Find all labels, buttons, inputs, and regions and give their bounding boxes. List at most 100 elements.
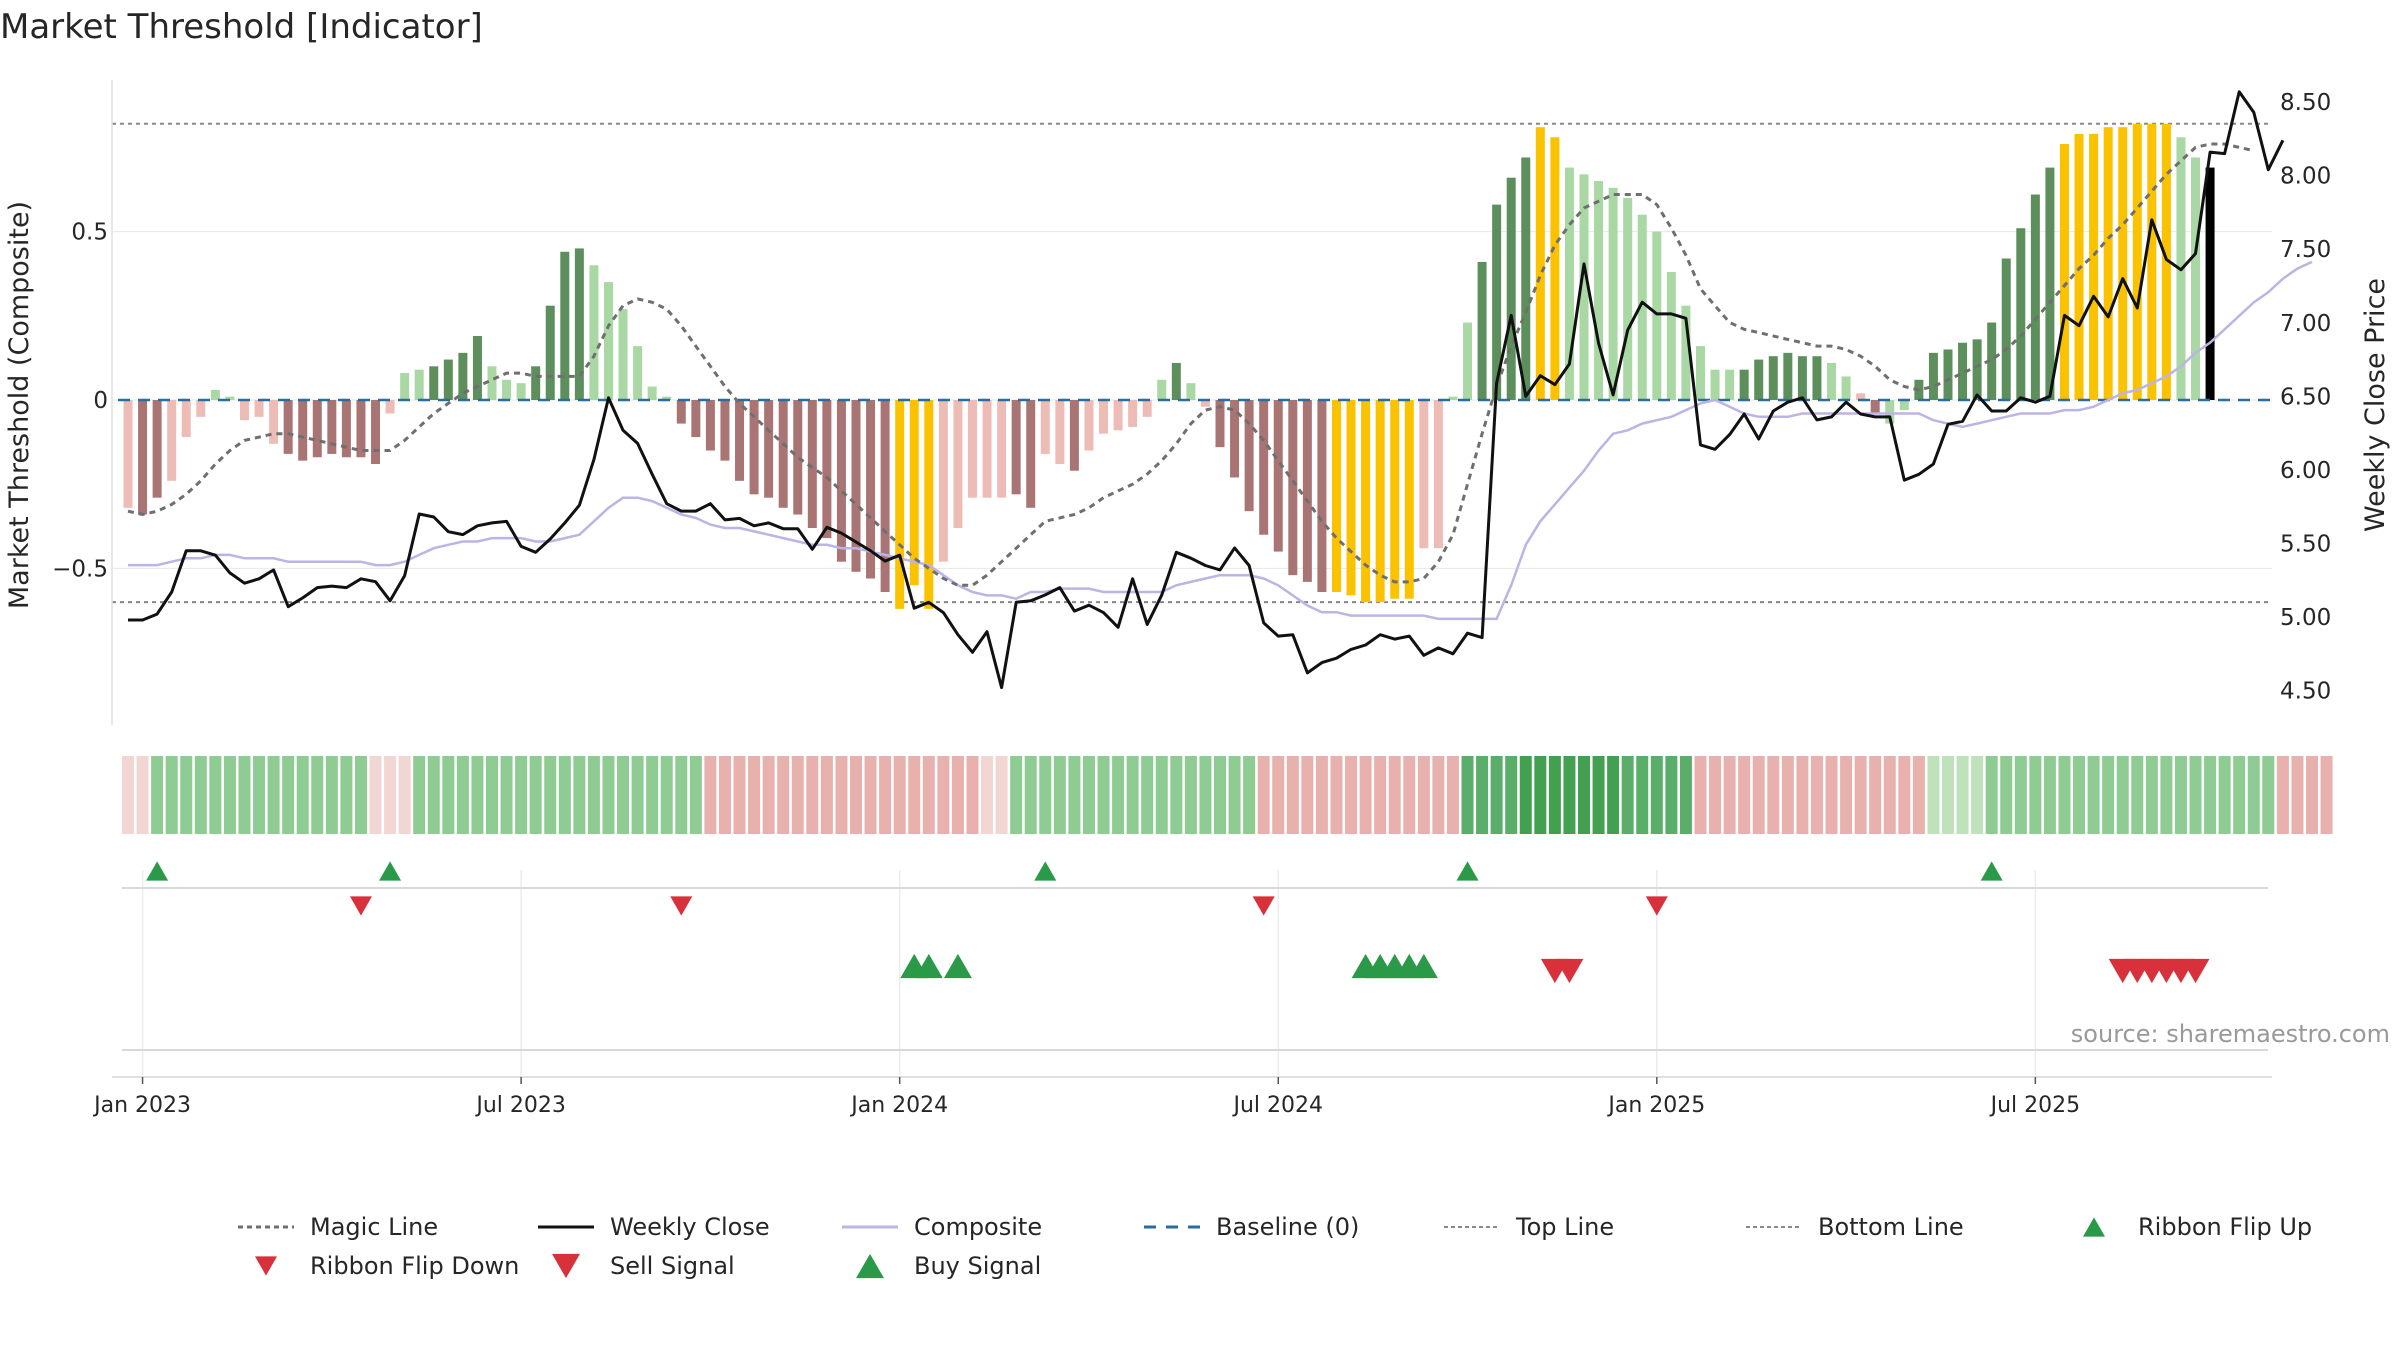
ribbon-cell bbox=[1199, 756, 1212, 834]
ribbon-cell bbox=[1869, 756, 1882, 834]
x-tick-label: Jul 2024 bbox=[1231, 1093, 1323, 1118]
composite-bar bbox=[1346, 400, 1356, 596]
y2-tick-label: 8.00 bbox=[2280, 164, 2331, 190]
composite-bar bbox=[1448, 396, 1458, 400]
composite-bar bbox=[778, 400, 788, 508]
ribbon-cell bbox=[2204, 756, 2217, 834]
ribbon-cell bbox=[2073, 756, 2086, 834]
composite-bar bbox=[1579, 174, 1589, 400]
y2-tick-label: 5.50 bbox=[2280, 531, 2331, 557]
composite-bar bbox=[1477, 261, 1487, 400]
ribbon-cell bbox=[777, 756, 790, 834]
ribbon-cell bbox=[1126, 756, 1139, 834]
ribbon-cell bbox=[1432, 756, 1445, 834]
ribbon-cell bbox=[748, 756, 761, 834]
weekly-close-line bbox=[128, 90, 2285, 690]
composite-bar bbox=[1171, 362, 1181, 400]
composite-bar bbox=[2059, 144, 2069, 400]
composite-bar bbox=[1564, 167, 1574, 400]
composite-bar bbox=[502, 379, 512, 400]
ribbon-cell bbox=[544, 756, 557, 834]
legend-label: Magic Line bbox=[310, 1213, 438, 1241]
composite-bar bbox=[2161, 123, 2171, 400]
composite-bar bbox=[2045, 167, 2055, 400]
ribbon-cell bbox=[850, 756, 862, 834]
ribbon-cell bbox=[2087, 756, 2100, 834]
composite-bar bbox=[312, 400, 322, 458]
composite-bar bbox=[691, 400, 701, 438]
ribbon-cell bbox=[1534, 756, 1547, 834]
x-tick-label: Jul 2025 bbox=[1989, 1093, 2081, 1118]
composite-bar bbox=[1608, 187, 1618, 400]
ribbon-cell bbox=[1548, 756, 1561, 834]
ribbon-cell bbox=[1374, 756, 1387, 834]
line-layer bbox=[118, 90, 2313, 690]
ribbon-cell bbox=[1097, 756, 1110, 834]
legend-item: Bottom Line bbox=[1746, 1213, 1964, 1241]
ribbon-cell bbox=[2174, 756, 2187, 834]
ribbon-cell bbox=[1039, 756, 1052, 834]
ribbon-cell bbox=[1286, 756, 1299, 834]
composite-bar bbox=[239, 400, 249, 421]
ribbon-cell bbox=[631, 756, 644, 834]
ribbon-cell bbox=[704, 756, 717, 834]
ribbon-cell bbox=[1330, 756, 1343, 834]
legend-swatch bbox=[552, 1253, 580, 1279]
ribbon-cell bbox=[1985, 756, 1998, 834]
composite-bar bbox=[356, 400, 366, 458]
composite-bar bbox=[1506, 177, 1516, 400]
composite-bar bbox=[1142, 400, 1152, 417]
legend-item: Sell Signal bbox=[552, 1252, 735, 1280]
ribbon-cell bbox=[2160, 756, 2173, 834]
sell-signal-marker bbox=[1555, 958, 1584, 984]
composite-bar bbox=[967, 400, 977, 498]
composite-bar bbox=[1856, 393, 1866, 400]
ribbon-cell bbox=[995, 756, 1008, 834]
composite-bar bbox=[880, 400, 890, 592]
ribbon-cell bbox=[209, 756, 222, 834]
ribbon-cell bbox=[1214, 756, 1226, 834]
ribbon-cell bbox=[2131, 756, 2144, 834]
composite-bar bbox=[2030, 194, 2040, 400]
ribbon-cell bbox=[165, 756, 178, 834]
y-tick-label: 0 bbox=[93, 388, 108, 414]
ribbon-cell bbox=[2116, 756, 2129, 834]
composite-bar bbox=[822, 400, 832, 539]
ribbon-cell bbox=[1243, 756, 1256, 834]
ribbon-cell bbox=[500, 756, 513, 834]
composite-bar bbox=[1273, 400, 1283, 552]
composite-bar bbox=[909, 400, 919, 586]
composite-bar bbox=[1011, 400, 1021, 495]
ribbon-cell bbox=[806, 756, 819, 834]
ribbon-strip bbox=[122, 756, 2333, 834]
composite-bar bbox=[2103, 127, 2113, 400]
legend-item: Magic Line bbox=[238, 1213, 438, 1241]
ribbon-cell bbox=[325, 756, 338, 834]
ribbon-cell bbox=[1155, 756, 1168, 834]
legend-item: Ribbon Flip Down bbox=[255, 1252, 519, 1280]
ribbon-cell bbox=[864, 756, 877, 834]
ribbon-cell bbox=[180, 756, 193, 834]
ribbon-cell bbox=[1840, 756, 1853, 834]
ribbon-cell bbox=[922, 756, 935, 834]
ribbon-cell bbox=[1315, 756, 1328, 834]
y2-tick-label: 7.50 bbox=[2280, 237, 2331, 263]
composite-bar bbox=[1754, 359, 1764, 400]
composite-bar bbox=[152, 400, 162, 498]
legend-swatch bbox=[2083, 1217, 2105, 1237]
ribbon-cell bbox=[369, 756, 382, 834]
ribbon-cell bbox=[1024, 756, 1037, 834]
magic-line bbox=[127, 142, 2255, 587]
signal-rows bbox=[122, 861, 2268, 1051]
ribbon-cell bbox=[267, 756, 280, 834]
composite-bar bbox=[1084, 400, 1094, 451]
ribbon-cell bbox=[981, 756, 994, 834]
composite-bar bbox=[1710, 369, 1720, 400]
ribbon-cell bbox=[1709, 756, 1722, 834]
ribbon-cell bbox=[1490, 756, 1503, 834]
composite-bar bbox=[1783, 352, 1793, 400]
composite-bar bbox=[1899, 400, 1909, 411]
legend-label: Top Line bbox=[1515, 1213, 1614, 1241]
ribbon-cell bbox=[1912, 756, 1925, 834]
composite-bar bbox=[1230, 400, 1240, 478]
